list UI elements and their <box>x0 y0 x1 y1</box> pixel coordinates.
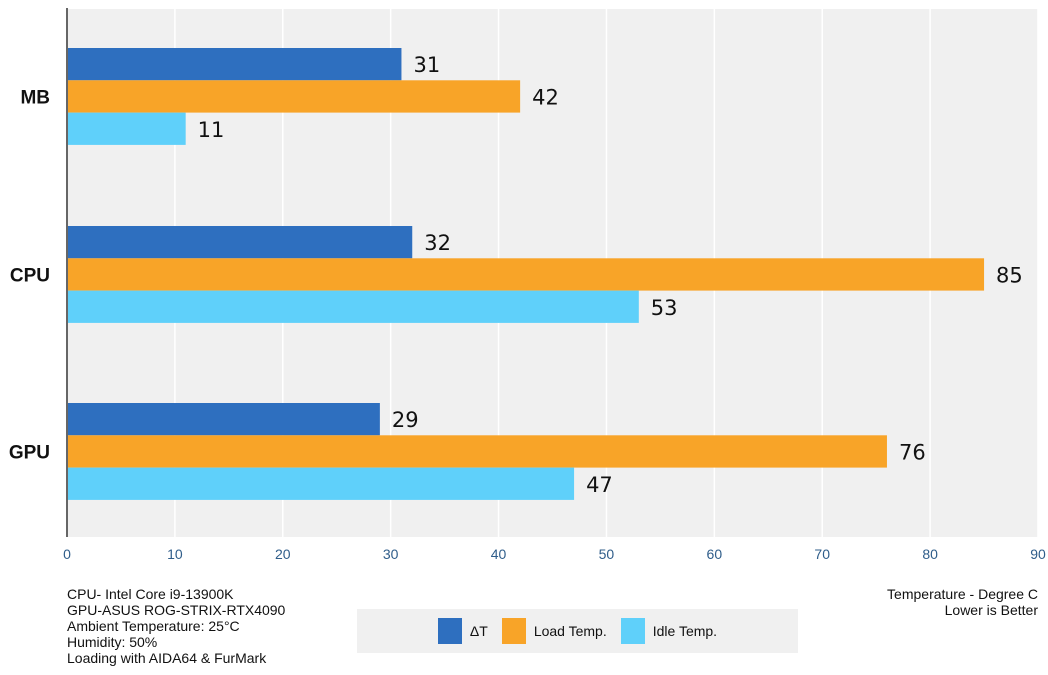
category-label: GPU <box>9 442 50 463</box>
bar <box>67 290 639 323</box>
data-label: 42 <box>532 85 559 109</box>
x-tick-label: 60 <box>707 546 723 562</box>
legend-item-idle-temp: Idle Temp. <box>620 618 718 644</box>
category-label: MB <box>20 87 50 108</box>
x-axis-sublabel: Lower is Better <box>944 602 1038 618</box>
legend: ΔT Load Temp. Idle Temp. <box>357 609 798 653</box>
x-tick-label: 40 <box>491 546 507 562</box>
bar <box>67 435 887 468</box>
bar <box>67 467 575 500</box>
bar <box>67 226 413 259</box>
x-tick-label: 50 <box>599 546 615 562</box>
legend-swatch <box>620 618 645 644</box>
x-tick-label: 80 <box>922 546 938 562</box>
legend-label: Load Temp. <box>533 623 607 639</box>
spec-line: Ambient Temperature: 25°C <box>67 618 240 634</box>
legend-swatch <box>501 618 526 644</box>
x-tick-label: 10 <box>167 546 183 562</box>
data-label: 31 <box>413 53 440 77</box>
bar <box>67 258 985 291</box>
bar <box>67 80 521 113</box>
spec-line: Loading with AIDA64 & FurMark <box>67 650 267 666</box>
data-label: 85 <box>996 263 1023 287</box>
legend-label: ΔT <box>469 623 488 639</box>
bar <box>67 112 186 145</box>
legend-item-load-temp: Load Temp. <box>501 618 607 644</box>
x-tick-label: 70 <box>814 546 830 562</box>
x-axis-title: Temperature - Degree C Lower is Better <box>887 586 1038 618</box>
data-label: 76 <box>899 440 926 464</box>
data-label: 32 <box>424 231 451 255</box>
x-tick-label: 20 <box>275 546 291 562</box>
bar <box>67 48 402 81</box>
x-tick-label: 30 <box>383 546 399 562</box>
legend-label: Idle Temp. <box>652 623 718 639</box>
data-label: 53 <box>651 296 678 320</box>
legend-item-delta-t: ΔT <box>437 618 488 644</box>
data-label: 11 <box>198 118 225 142</box>
category-label: CPU <box>10 265 50 286</box>
x-tick-label: 90 <box>1030 546 1046 562</box>
test-specs: CPU- Intel Core i9-13900K GPU-ASUS ROG-S… <box>67 586 285 666</box>
spec-line: Humidity: 50% <box>67 634 158 650</box>
bar-chart: 0 10 20 30 40 50 60 70 80 90 MB 31 42 11 CPU 32 85 53 GPU 2… <box>9 8 1046 562</box>
legend-swatch <box>437 618 462 644</box>
x-tick-label: 0 <box>63 546 71 562</box>
spec-line: GPU-ASUS ROG-STRIX-RTX4090 <box>67 602 286 618</box>
x-axis-label: Temperature - Degree C <box>887 586 1038 602</box>
spec-line: CPU- Intel Core i9-13900K <box>67 586 234 602</box>
data-label: 29 <box>392 408 419 432</box>
bar <box>67 403 380 436</box>
data-label: 47 <box>586 473 613 497</box>
